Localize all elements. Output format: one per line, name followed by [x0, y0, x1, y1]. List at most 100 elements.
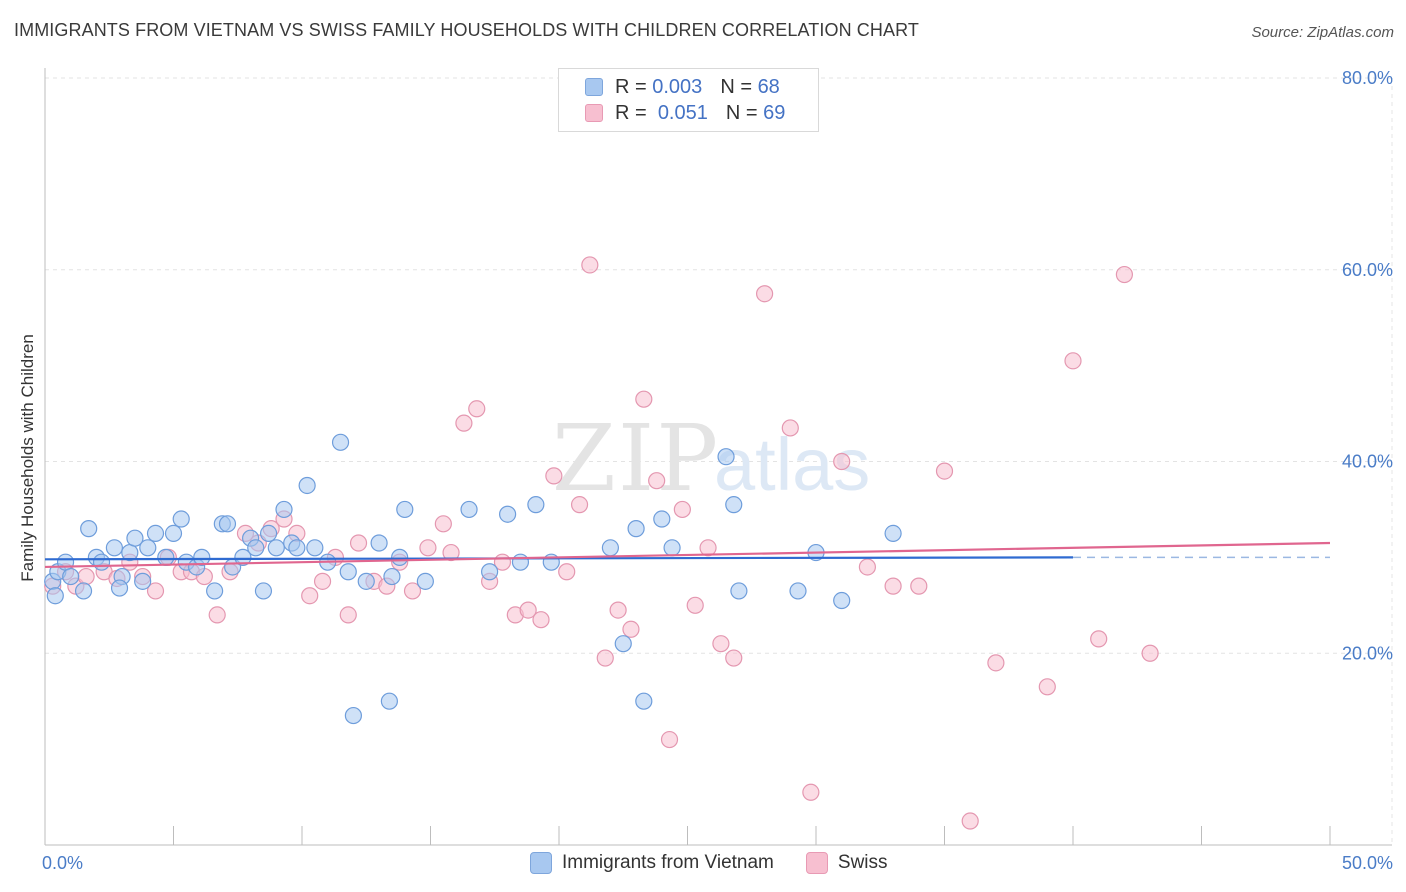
vietnam-point — [206, 582, 224, 600]
swiss-point — [833, 452, 851, 471]
series-swatch-vietnam — [530, 852, 552, 874]
vietnam-point — [717, 448, 735, 466]
vietnam-point — [267, 539, 285, 557]
source-label: Source: ZipAtlas.com — [1251, 24, 1394, 41]
vietnam-point — [601, 539, 620, 557]
swiss-point — [419, 539, 437, 557]
swiss-point — [596, 649, 614, 667]
swiss-point — [725, 649, 743, 667]
vietnam-point — [725, 496, 743, 514]
axes — [44, 68, 1392, 846]
swiss-point — [77, 567, 95, 586]
series-swatch-swiss — [805, 852, 828, 874]
swiss-point — [622, 620, 640, 638]
vietnam-point — [331, 433, 350, 451]
swiss-point — [781, 419, 799, 437]
swiss-point — [1115, 265, 1134, 284]
vietnam-point — [193, 548, 211, 566]
vietnam-point — [234, 548, 252, 566]
chart-title: IMMIGRANTS FROM VIETNAM VS SWISS FAMILY … — [14, 20, 919, 40]
swiss-point — [987, 654, 1005, 672]
vietnam-point — [254, 582, 273, 600]
swiss-point — [935, 462, 954, 480]
legend-swatch-vietnam — [585, 78, 603, 96]
legend-r-value: 0.051 — [657, 101, 708, 124]
swiss-point — [1038, 678, 1056, 696]
series-legend-swiss[interactable]: Swiss — [805, 852, 888, 874]
legend-n-value: 68 — [757, 75, 780, 98]
swiss-point — [961, 812, 979, 830]
vietnam-point — [357, 572, 375, 590]
vietnam-point — [298, 476, 316, 495]
vietnam-point — [460, 500, 478, 519]
vietnam-point — [499, 505, 517, 523]
vietnam-point — [380, 692, 398, 710]
swiss-point — [609, 601, 627, 619]
series-legend-vietnam[interactable]: Immigrants from Vietnam — [530, 852, 774, 874]
vietnam-point — [146, 524, 165, 543]
vietnam-point — [627, 520, 645, 538]
legend-r-label: R = — [615, 101, 647, 124]
swiss-point — [208, 606, 226, 624]
swiss-point — [648, 472, 666, 490]
trend-lines — [44, 541, 1331, 569]
swiss-point — [673, 500, 691, 519]
x-tick-label: 50.0% — [1342, 853, 1393, 873]
vietnam-point — [344, 706, 362, 725]
swiss-point — [403, 582, 422, 600]
y-tick-label: 40.0% — [1342, 452, 1393, 472]
series-legend: Immigrants from Vietnam Swiss — [530, 852, 920, 874]
vietnam-point — [275, 500, 293, 519]
swiss-point — [468, 400, 486, 418]
swiss-point — [1141, 644, 1159, 662]
legend-n-value: 69 — [763, 101, 786, 124]
correlation-legend: R = 0.003 N = 68 R = 0.051 N = 69 — [558, 68, 819, 132]
vietnam-point — [614, 635, 632, 653]
vietnam-point — [139, 539, 157, 557]
vietnam-point — [391, 548, 409, 566]
series-label-swiss: Swiss — [837, 852, 888, 873]
legend-row-vietnam: R = 0.003 N = 68 — [585, 75, 780, 99]
vietnam-point — [288, 539, 306, 557]
swiss-point — [686, 596, 704, 614]
swiss-point — [910, 577, 928, 595]
vietnam-point — [789, 582, 807, 600]
vietnam-point — [396, 500, 414, 519]
swiss-point — [858, 558, 877, 576]
vietnam-point — [105, 539, 123, 557]
legend-r-value: 0.003 — [652, 75, 703, 98]
swiss-point — [339, 606, 357, 624]
vietnam-point — [339, 563, 357, 581]
watermark: ZIP atlas — [552, 405, 870, 512]
vietnam-point — [126, 529, 144, 547]
x-tick-label: 0.0% — [42, 853, 83, 873]
vietnam-point — [383, 567, 401, 586]
y-tick-label: 20.0% — [1342, 643, 1393, 663]
vietnam-point — [134, 572, 152, 590]
series-label-vietnam: Immigrants from Vietnam — [562, 852, 774, 873]
vietnam-point — [259, 524, 278, 543]
legend-row-swiss: R = 0.051 N = 69 — [585, 101, 785, 125]
swiss-point — [455, 414, 473, 432]
vietnam-point — [730, 582, 748, 600]
legend-swatch-swiss — [585, 104, 603, 122]
data-points — [44, 256, 1159, 830]
vietnam-point — [74, 582, 93, 600]
swiss-point — [532, 611, 550, 629]
vietnam-point — [172, 510, 190, 528]
swiss-point — [699, 539, 717, 557]
vietnam-point — [370, 534, 388, 552]
swiss-point — [558, 563, 576, 581]
y-tick-label: 60.0% — [1342, 260, 1393, 280]
swiss-point — [349, 534, 368, 552]
vietnam-point — [247, 539, 265, 557]
swiss-point — [1090, 630, 1108, 648]
swiss-point — [434, 515, 452, 533]
swiss-point — [442, 543, 460, 562]
y-tick-label: 80.0% — [1342, 68, 1393, 88]
vietnam-point — [663, 539, 681, 557]
swiss-point — [570, 496, 589, 514]
swiss-point — [519, 601, 537, 619]
swiss-point — [635, 390, 653, 408]
